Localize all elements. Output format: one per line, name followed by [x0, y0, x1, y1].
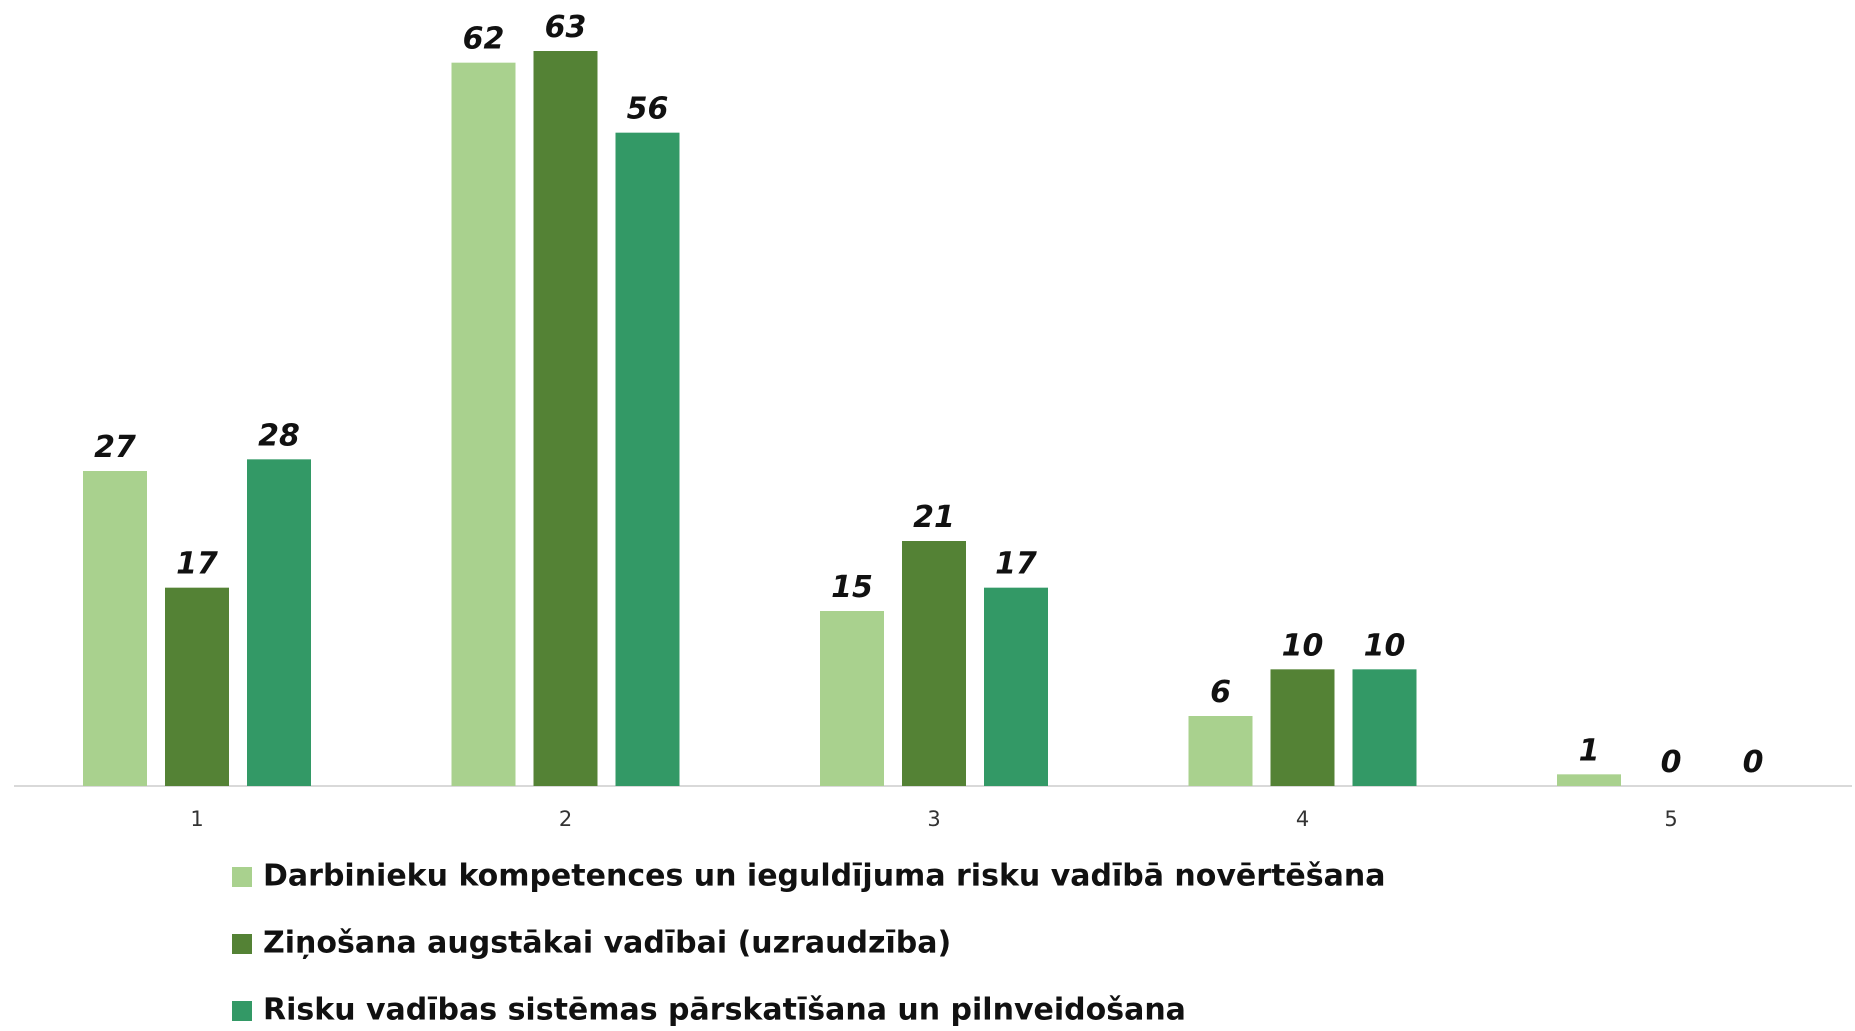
- bar: [533, 51, 598, 786]
- bar: [820, 611, 884, 786]
- x-tick-label: 2: [559, 807, 572, 831]
- bar: [902, 541, 966, 786]
- data-label: 63: [545, 10, 587, 45]
- bar: [451, 62, 516, 786]
- bar: [165, 587, 229, 786]
- x-tick-label: 3: [927, 807, 940, 831]
- data-label: 10: [1364, 628, 1406, 663]
- data-label: 17: [176, 547, 218, 582]
- bar: [1557, 774, 1621, 786]
- bar: [247, 459, 311, 786]
- data-label: 10: [1282, 628, 1324, 663]
- legend-swatch: [232, 1001, 252, 1021]
- x-tick-label: 5: [1664, 807, 1677, 831]
- legend-swatch: [232, 867, 252, 887]
- legend-swatch: [232, 934, 252, 954]
- legend-label: Darbinieku kompetences un ieguldījuma ri…: [263, 859, 1385, 894]
- legend-label: Risku vadības sistēmas pārskatīšana un p…: [263, 993, 1186, 1028]
- x-tick-label: 4: [1296, 807, 1309, 831]
- bar: [83, 471, 147, 786]
- data-label: 0: [1661, 745, 1682, 780]
- data-label: 56: [627, 92, 669, 127]
- data-label: 27: [94, 430, 136, 465]
- data-label: 15: [831, 570, 873, 605]
- legend-label: Ziņošana augstākai vadībai (uzraudzība): [263, 926, 951, 961]
- bar: [984, 587, 1048, 786]
- data-label: 17: [995, 547, 1037, 582]
- data-label: 1: [1579, 733, 1600, 768]
- data-label: 21: [913, 500, 955, 535]
- data-label: 0: [1743, 745, 1764, 780]
- data-label: 6: [1210, 675, 1231, 710]
- bar: [1188, 716, 1253, 786]
- x-tick-label: 1: [190, 807, 203, 831]
- data-label: 62: [463, 22, 505, 57]
- bar: [1270, 669, 1335, 786]
- bar: [615, 132, 680, 786]
- data-label: 28: [258, 418, 300, 453]
- bar: [1352, 669, 1417, 786]
